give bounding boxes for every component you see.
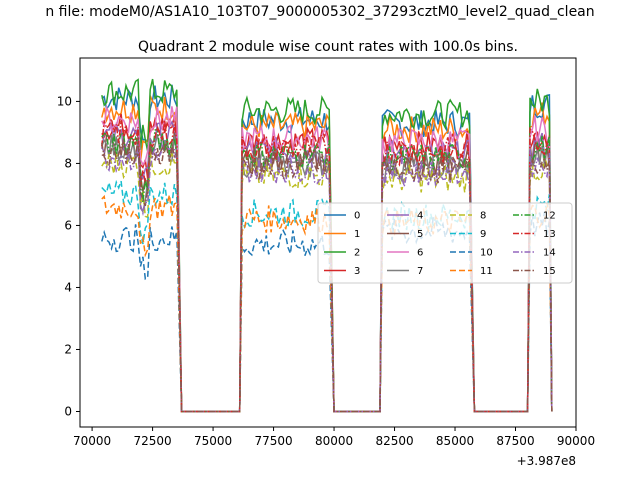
figure-suptitle: n file: modeM0/AS1A10_103T07_9000005302_… xyxy=(45,4,594,20)
legend-label-3: 3 xyxy=(354,266,360,277)
y-axis: 0 2 4 6 8 10 xyxy=(57,94,80,418)
legend-label-12: 12 xyxy=(543,211,556,222)
legend-label-13: 13 xyxy=(543,229,556,240)
series-line-12 xyxy=(101,128,553,413)
x-tick-label: 77500 xyxy=(254,434,292,448)
legend-box xyxy=(317,202,573,284)
legend-label-10: 10 xyxy=(480,248,493,259)
y-tick-label: 2 xyxy=(64,342,72,356)
x-tick-label: 75000 xyxy=(194,434,232,448)
legend-label-6: 6 xyxy=(417,248,423,259)
legend-label-7: 7 xyxy=(417,266,423,277)
y-tick-label: 4 xyxy=(64,280,72,294)
x-tick-label: 80000 xyxy=(315,434,353,448)
legend-label-4: 4 xyxy=(417,211,423,222)
legend-label-15: 15 xyxy=(543,266,556,277)
legend-label-0: 0 xyxy=(354,211,360,222)
x-offset-label: +3.987e8 xyxy=(517,454,576,468)
legend-label-14: 14 xyxy=(543,248,556,259)
axes-frame xyxy=(79,57,577,428)
series-line-15 xyxy=(101,137,553,413)
y-tick-label: 0 xyxy=(64,404,72,418)
chart-title: Quadrant 2 module wise count rates with … xyxy=(138,39,518,55)
x-tick-label: 85000 xyxy=(436,434,474,448)
legend-label-8: 8 xyxy=(480,211,486,222)
y-tick-label: 10 xyxy=(57,94,72,108)
x-tick-label: 70000 xyxy=(73,434,111,448)
x-tick-label: 82500 xyxy=(375,434,413,448)
legend-label-1: 1 xyxy=(354,229,360,240)
x-axis: 70000 72500 75000 77500 80000 82500 85000 87500… xyxy=(73,427,595,448)
y-tick-label: 8 xyxy=(64,156,72,170)
legend-label-11: 11 xyxy=(480,266,493,277)
x-tick-label: 72500 xyxy=(133,434,171,448)
x-tick-label: 87500 xyxy=(496,434,534,448)
series-line-14 xyxy=(101,144,553,413)
legend-label-5: 5 xyxy=(417,229,423,240)
x-tick-label: 90000 xyxy=(557,434,595,448)
legend-label-9: 9 xyxy=(480,229,486,240)
y-tick-label: 6 xyxy=(64,218,72,232)
legend-label-2: 2 xyxy=(354,248,360,259)
